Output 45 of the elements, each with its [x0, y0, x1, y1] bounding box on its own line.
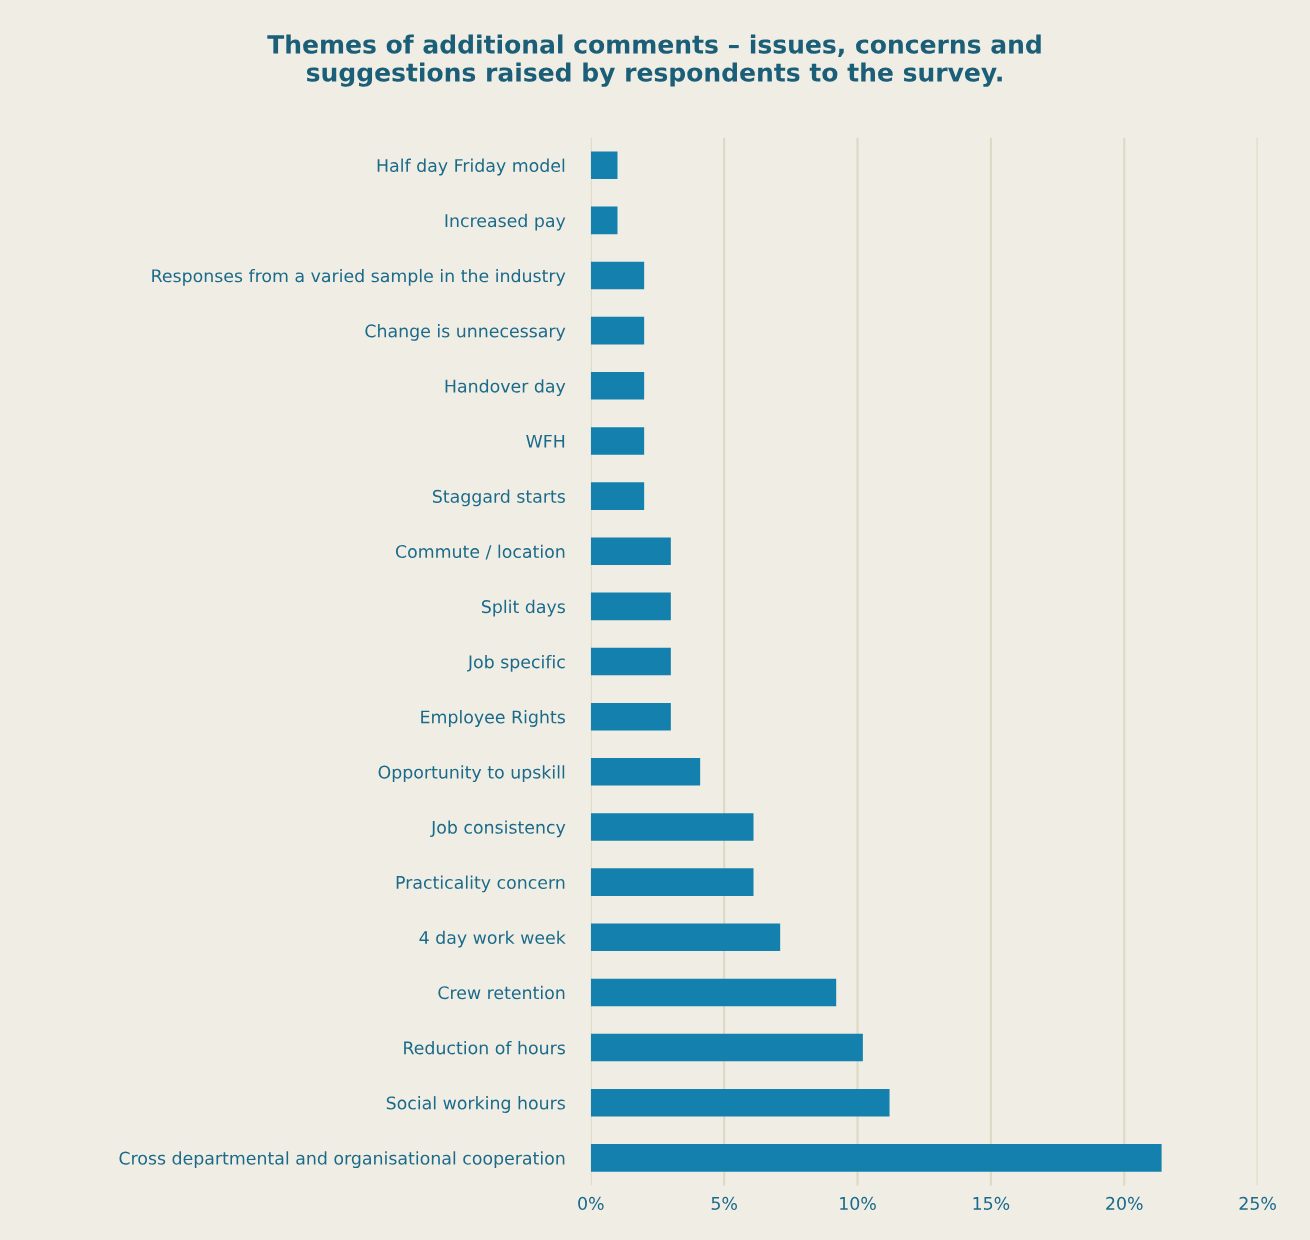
- y-tick-label: Employee Rights: [421, 710, 565, 727]
- bar: [590, 758, 701, 786]
- y-tick-label: Half day Friday model: [377, 158, 565, 176]
- bar: [590, 978, 837, 1007]
- y-tick-label: Split days: [481, 599, 565, 617]
- y-tick-label: Responses from a varied sample in the industry: [152, 268, 566, 286]
- bar: [590, 1088, 890, 1117]
- y-tick-label: Job consistency: [430, 820, 566, 838]
- chart-title: Themes of additional comments – issues, concerns and suggestions raised by respondents to the survey.: [267, 34, 1041, 87]
- y-tick-label: Increased pay: [445, 213, 566, 231]
- bar: [590, 206, 618, 235]
- x-tick-label: 0%: [578, 1196, 604, 1210]
- y-tick-label: Social working hours: [386, 1096, 565, 1113]
- y-tick-label: Crew retention: [438, 985, 565, 1000]
- bar: [590, 813, 754, 841]
- x-tick-label: 5%: [711, 1196, 737, 1210]
- y-tick-label: Change is unnecessary: [365, 324, 566, 341]
- bar: [590, 923, 781, 952]
- y-tick-label: Commute / location: [395, 544, 565, 560]
- y-tick-label: WFH: [526, 434, 565, 448]
- bar: [590, 537, 671, 566]
- y-tick-label: Staggard starts: [432, 489, 565, 507]
- bar: [590, 482, 645, 510]
- y-tick-label: Cross departmental and organisational cooperation: [119, 1151, 565, 1169]
- y-tick-label: Handover day: [445, 379, 566, 397]
- x-tick-label: 20%: [1106, 1196, 1143, 1210]
- x-tick-label: 10%: [840, 1196, 876, 1210]
- bar: [590, 868, 754, 896]
- x-tick-label: 15%: [973, 1196, 1010, 1210]
- y-tick-label: Practicality concern: [396, 875, 565, 893]
- y-tick-label: Reduction of hours: [404, 1040, 565, 1055]
- bar: [590, 702, 671, 731]
- y-tick-label: Opportunity to upskill: [378, 765, 565, 783]
- y-tick-label: Job specific: [467, 654, 565, 672]
- x-tick-label: 25%: [1239, 1196, 1276, 1210]
- y-tick-label: 4 day work week: [419, 930, 566, 948]
- bar: [590, 592, 671, 621]
- bar: [590, 316, 645, 345]
- bar: [590, 261, 645, 290]
- bar: [590, 1144, 1162, 1172]
- bar: [590, 151, 618, 179]
- bar: [590, 372, 645, 400]
- bar: [590, 647, 671, 676]
- bar: [590, 1033, 863, 1062]
- bar: [590, 427, 645, 455]
